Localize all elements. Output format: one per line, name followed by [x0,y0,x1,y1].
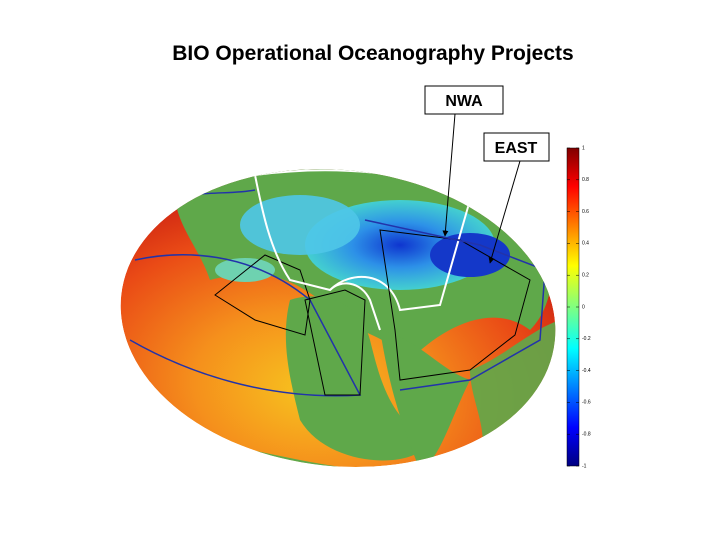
callout-box [483,132,550,162]
colorbar-ticks: 1 0.8 0.6 0.4 0.2 0 -0.2 -0.4 -0.6 -0.8 -1 [567,145,591,469]
colorbar-tick-label: 0.2 [582,273,589,279]
globe [120,162,560,488]
colorbar-tick-label: 0.4 [582,241,589,247]
callout-arrow [488,160,521,264]
colorbar-tick-label: -0.2 [582,336,591,342]
callout-label: EAST [495,140,538,157]
colorbar-tick-label: -0.8 [582,432,591,438]
colorbar-tick-label: -0.6 [582,400,591,406]
title: BIO Operational Oceanography Projects [172,42,573,65]
colorbar-tick-label: 0.6 [582,209,589,215]
callout-label: NWA [445,93,483,110]
colorbar-tick-label: 0.8 [582,177,589,183]
colorbar-tick-label: 0 [582,304,585,310]
callout-arrow [442,113,456,237]
colorbar-tick-label: -0.4 [582,368,591,374]
colorbar-tick-label: 1 [582,145,585,151]
colorbar-tick-label: -1 [582,463,587,469]
callout-box [424,85,504,115]
